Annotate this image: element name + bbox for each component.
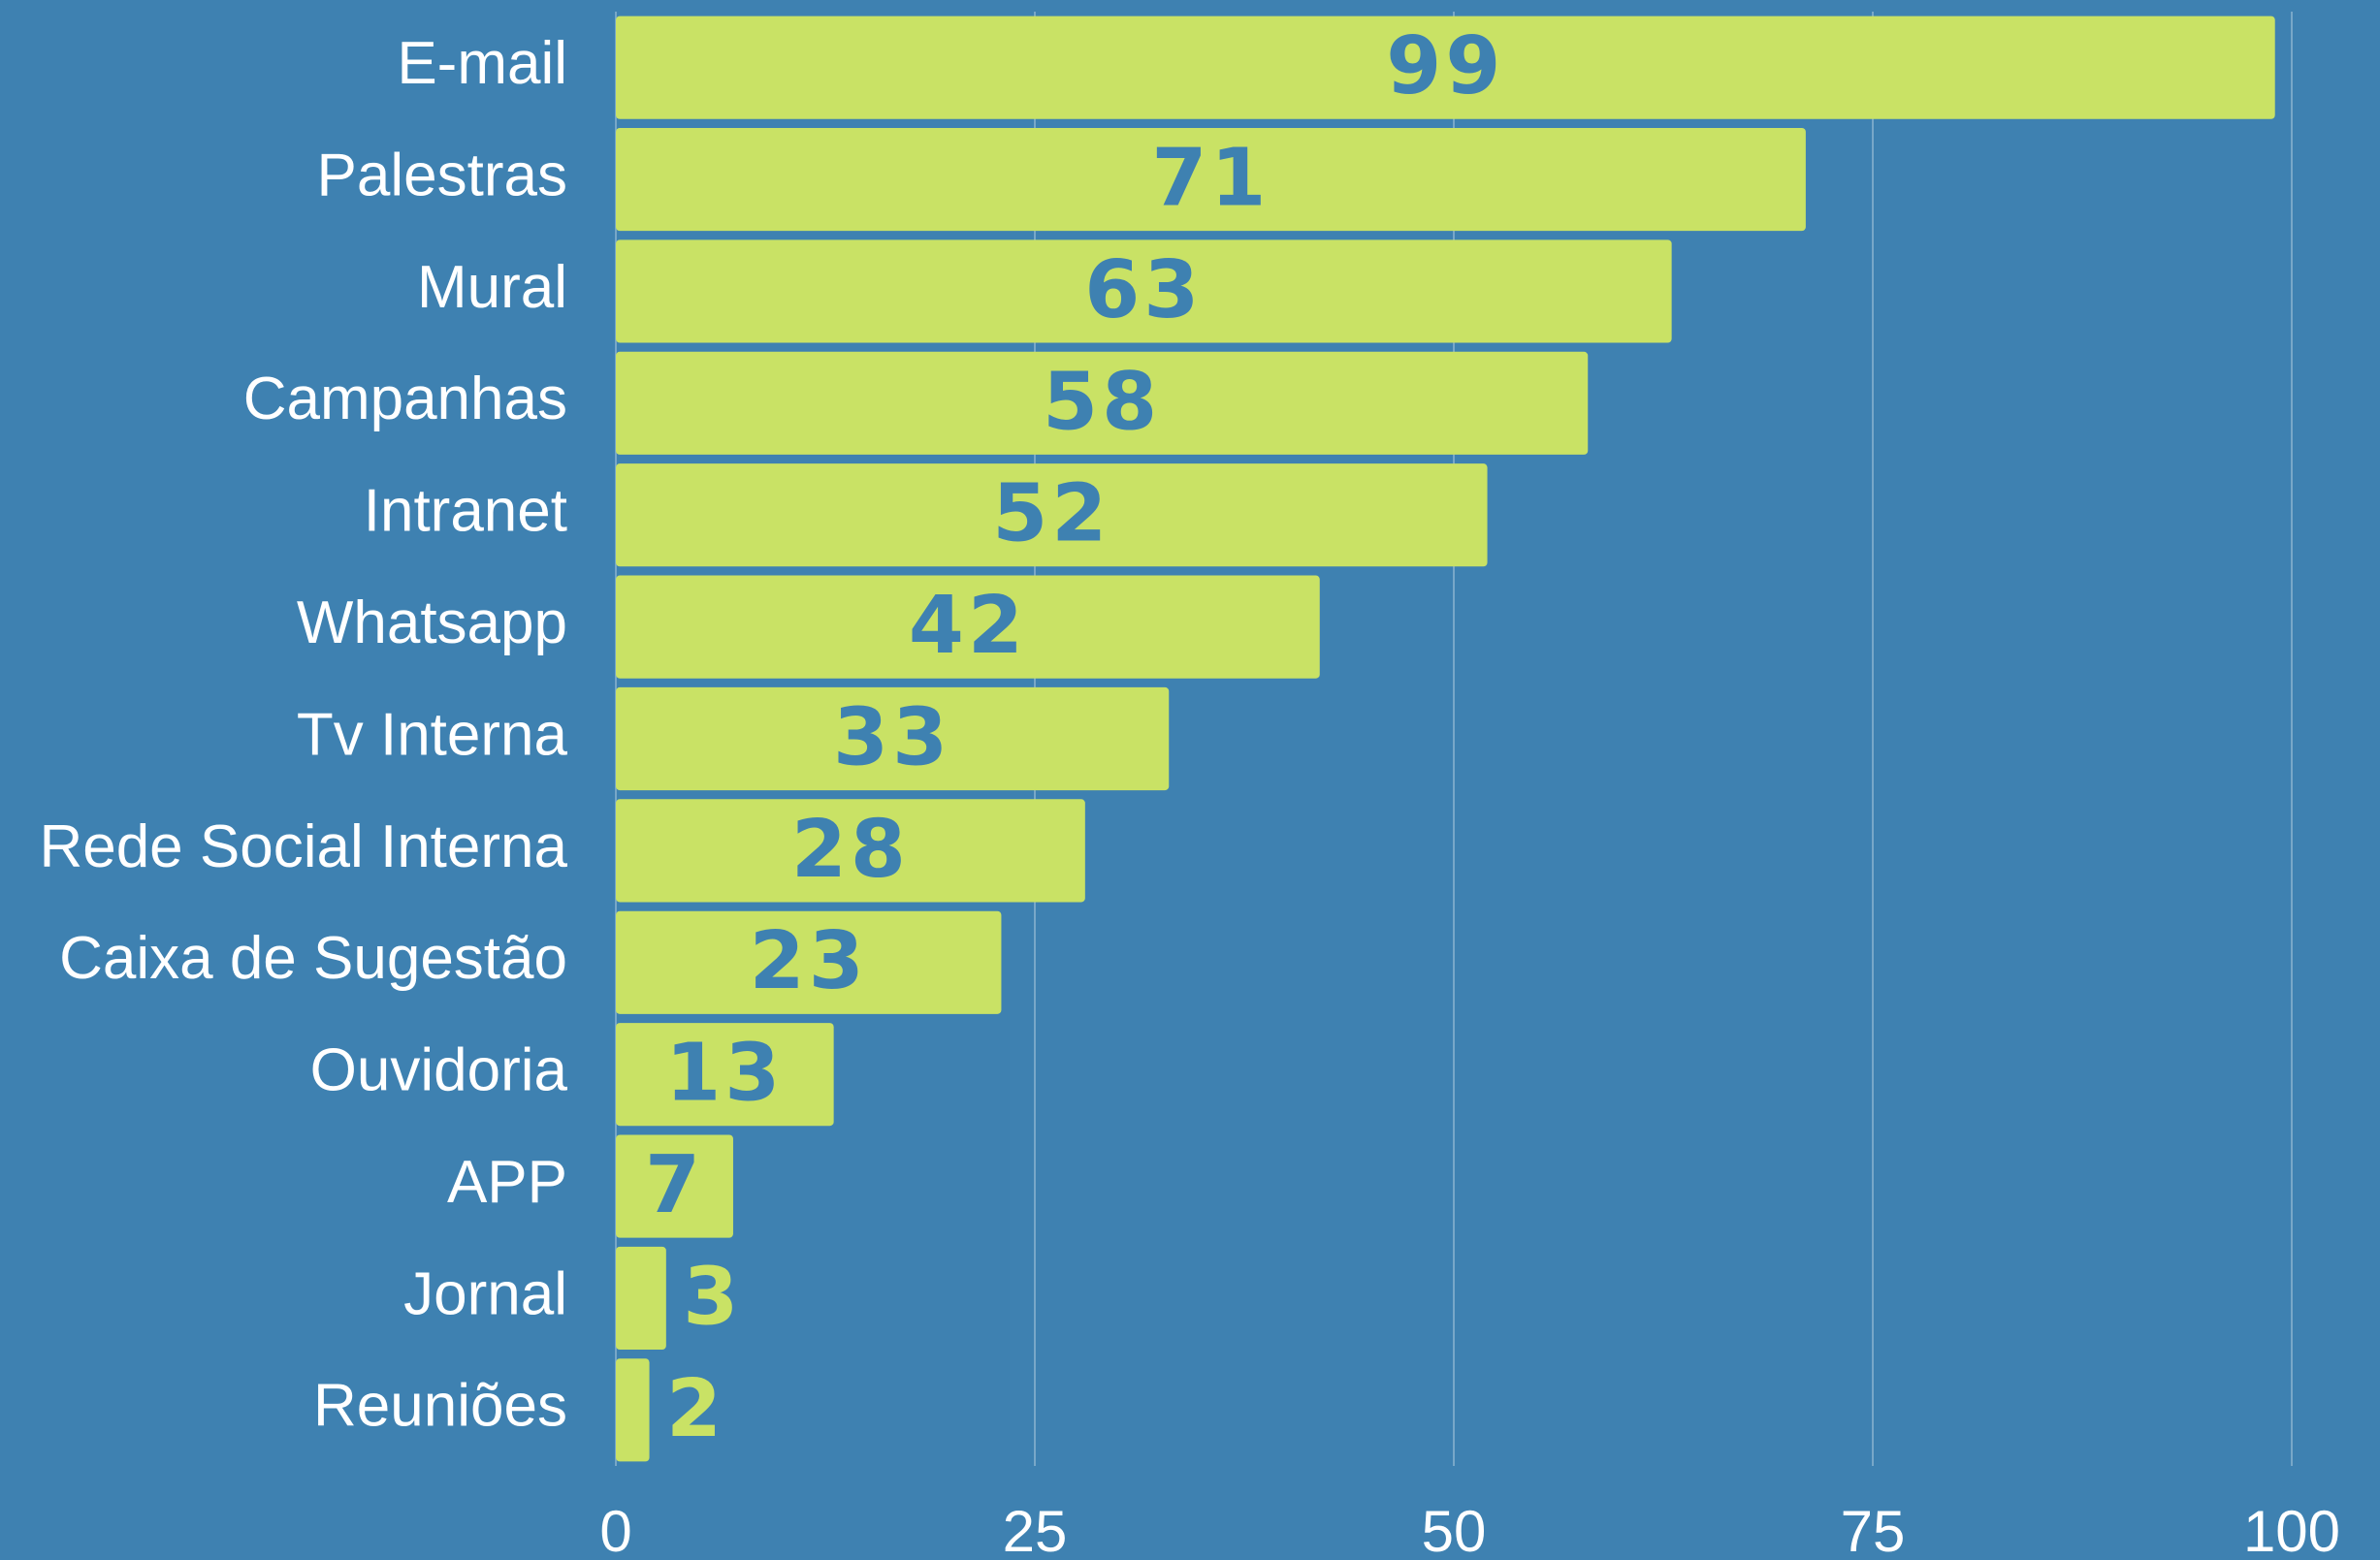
x-tick-label: 25	[1003, 1499, 1068, 1560]
y-tick-label: Reuniões	[313, 1373, 567, 1440]
value-label: 58	[1043, 356, 1161, 448]
value-label: 52	[992, 468, 1110, 560]
y-tick-label: Caixa de Sugestão	[59, 925, 567, 992]
value-label: 13	[665, 1028, 784, 1120]
value-label: 7	[645, 1139, 704, 1231]
bar	[616, 16, 2275, 119]
bar	[616, 239, 1672, 343]
bar	[616, 463, 1488, 567]
x-tick-label: 75	[1841, 1499, 1906, 1560]
y-tick-label: Whatsapp	[297, 589, 567, 656]
y-tick-label: Palestras	[317, 142, 567, 208]
y-tick-label: Jornal	[403, 1260, 567, 1327]
value-label: 28	[791, 804, 910, 896]
bar	[616, 128, 1806, 232]
bar	[616, 1358, 650, 1462]
bar	[616, 1246, 666, 1350]
value-label: 2	[666, 1363, 725, 1455]
y-tick-label: APP	[447, 1149, 567, 1216]
y-tick-label: E-mail	[397, 30, 567, 97]
value-label: 42	[909, 580, 1027, 672]
value-label: 71	[1151, 133, 1270, 225]
y-tick-label: Intranet	[364, 478, 567, 545]
value-label: 99	[1386, 20, 1504, 112]
x-tick-label: 100	[2243, 1499, 2340, 1560]
value-label: 33	[833, 691, 951, 783]
bar	[616, 910, 1002, 1014]
y-tick-label: Tv Interna	[297, 701, 568, 768]
bar	[616, 799, 1085, 903]
value-label: 3	[683, 1251, 742, 1343]
bar	[616, 351, 1589, 455]
bar	[616, 686, 1170, 791]
bar	[616, 575, 1320, 679]
y-tick-label: Mural	[417, 254, 567, 321]
bar	[616, 1023, 834, 1127]
x-tick-label: 50	[1422, 1499, 1487, 1560]
value-label: 63	[1084, 244, 1203, 336]
y-tick-label: Campanhas	[243, 366, 567, 432]
value-label: 23	[750, 915, 868, 1007]
y-tick-label: Rede Social Interna	[39, 813, 567, 880]
y-tick-label: Ouvidoria	[310, 1037, 568, 1104]
bar	[616, 1134, 733, 1238]
x-tick-label: 0	[599, 1499, 631, 1560]
